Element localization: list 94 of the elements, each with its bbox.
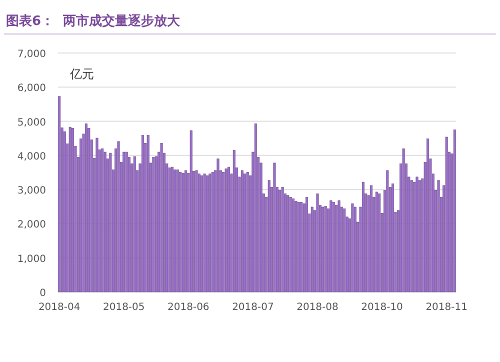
x-tick-label: 2018-06 [168,302,210,313]
bar [141,135,144,292]
bar [216,158,220,292]
bar [294,201,298,292]
bar [416,176,418,292]
y-tick-label: 1,000 [17,254,46,265]
bar [160,142,163,292]
bar [426,138,429,292]
bar [211,172,214,292]
bar [190,130,192,292]
bar [310,206,314,292]
bar [182,173,184,292]
bar [268,180,270,292]
bar [392,184,394,292]
bar [203,174,206,292]
bar [101,148,104,292]
bar [324,206,327,292]
bar [338,200,340,292]
bar [362,182,364,292]
bar [179,172,182,292]
bar [168,168,171,292]
bar [117,141,120,292]
bar [306,196,308,292]
bar [370,185,373,292]
y-tick-label: 7,000 [17,49,46,60]
y-tick-label: 5,000 [17,117,46,128]
bar [63,131,66,292]
bar [244,174,246,292]
bar [453,130,456,292]
bar [72,128,74,292]
bar [273,162,276,292]
bar [206,175,208,292]
bar [351,203,354,292]
x-tick-label: 2018-04 [38,302,80,313]
bar [410,180,413,292]
bar [375,192,378,292]
bar [289,196,292,292]
bar [418,180,421,292]
bar [109,152,112,292]
bar [122,152,126,292]
bar [171,166,174,292]
bar [68,126,72,292]
bar [286,195,290,292]
bar [200,175,204,292]
bar [332,202,335,292]
bar [297,202,300,292]
bar [278,190,282,292]
x-tick-label: 2018-08 [296,302,338,313]
bar [300,202,303,292]
bar [88,128,90,292]
bar [281,187,284,292]
bar [316,194,319,292]
bar [232,150,236,292]
bar [228,166,230,292]
x-tick-label: 2018-07 [232,302,274,313]
bar [85,124,88,292]
x-tick-label: 2018-11 [426,302,468,313]
x-tick-label: 2018-10 [361,302,403,313]
bar [104,152,106,292]
bar [198,174,200,292]
bar [240,170,244,292]
bar [343,208,346,292]
chart-title: 图表6： 两市成交量逐步放大 [6,13,182,29]
bar [224,168,228,292]
y-tick-label: 6,000 [17,83,46,94]
bar [96,138,98,292]
bar [176,170,179,292]
bar [386,170,389,292]
bar [152,156,155,292]
bar [146,135,150,292]
bar [254,124,257,292]
y-tick-label: 2,000 [17,220,46,231]
bar [330,200,332,292]
bar [445,136,448,292]
bar [58,96,61,292]
bar [195,170,198,292]
bar [246,172,249,292]
y-tick-label: 3,000 [17,186,46,197]
bar [322,206,324,292]
bar [222,172,225,292]
bar [133,156,136,292]
y-axis-title: 亿元 [69,67,94,81]
bar [125,152,128,292]
bar [208,174,212,292]
bar [292,198,295,292]
y-tick-label: 0 [40,288,46,299]
bar [184,170,187,292]
bar [378,194,381,292]
y-tick-label: 4,000 [17,151,46,162]
bar [437,180,440,292]
x-tick-label: 2018-05 [102,302,145,313]
bar [354,206,356,292]
bar [402,148,405,292]
bar [174,170,176,292]
